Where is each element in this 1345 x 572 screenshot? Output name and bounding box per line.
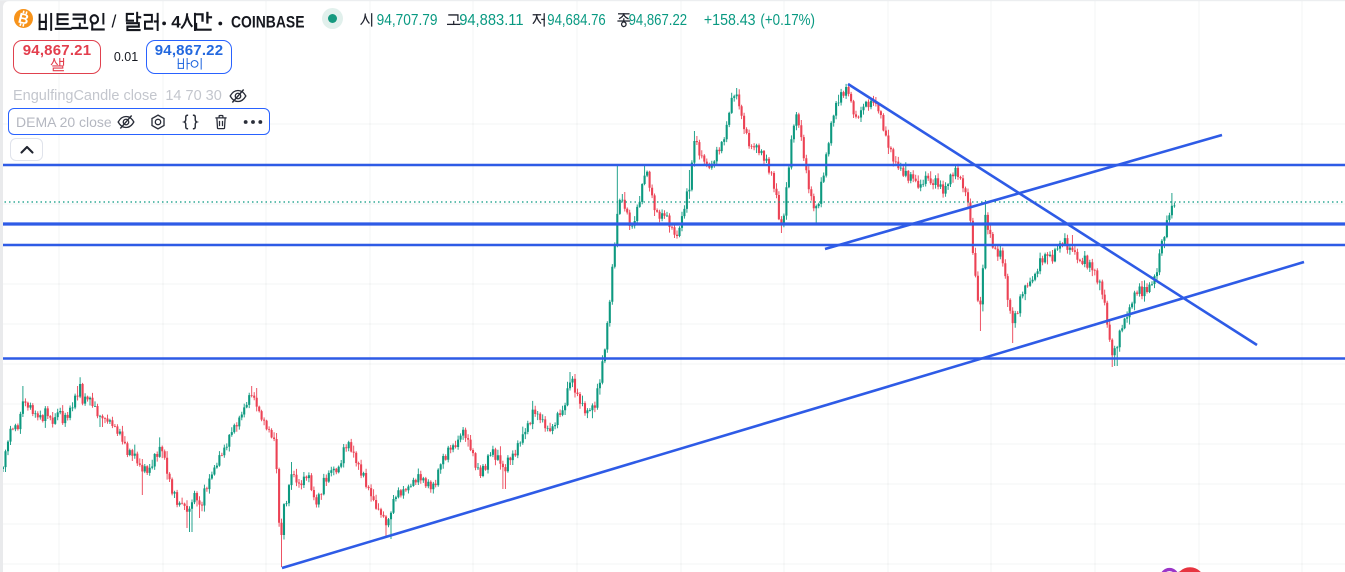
svg-text:94,883.11: 94,883.11	[459, 12, 523, 29]
svg-text:94,707.79: 94,707.79	[377, 12, 438, 29]
svg-text:94,684.76: 94,684.76	[547, 12, 605, 29]
svg-text:94,867.22: 94,867.22	[629, 12, 688, 29]
svg-text:(+0.17%): (+0.17%)	[760, 12, 815, 29]
svg-text:COINBASE: COINBASE	[231, 13, 305, 32]
svg-text:4: 4	[171, 13, 181, 32]
svg-text:+158.43: +158.43	[704, 12, 756, 29]
svg-text:/: /	[112, 11, 117, 31]
